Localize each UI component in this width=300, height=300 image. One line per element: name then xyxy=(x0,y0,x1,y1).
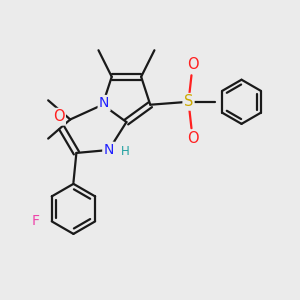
Text: H: H xyxy=(121,145,129,158)
Text: S: S xyxy=(184,94,193,109)
Text: N: N xyxy=(99,96,109,110)
Text: O: O xyxy=(187,58,199,73)
Text: O: O xyxy=(187,131,199,146)
Text: N: N xyxy=(103,143,114,157)
Text: O: O xyxy=(53,109,64,124)
Text: F: F xyxy=(32,214,40,228)
